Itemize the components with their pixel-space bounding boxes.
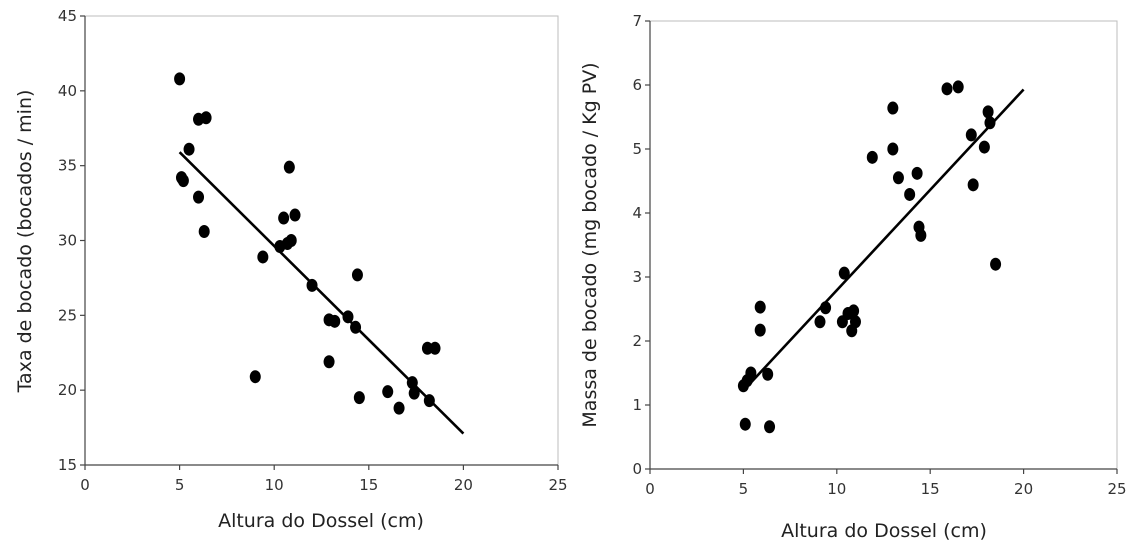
x-ticks-right: 0 5 10 15 20 25 (645, 469, 1127, 498)
y-ticks-right: 0 1 2 3 4 5 6 7 (632, 12, 650, 478)
data-point (892, 171, 904, 185)
data-point (848, 304, 860, 318)
data-point (329, 314, 341, 328)
x-tick-label: 10 (827, 480, 846, 498)
data-point (174, 72, 186, 86)
data-point (351, 268, 363, 282)
x-tick-label: 0 (80, 476, 90, 494)
x-tick-label: 15 (921, 480, 940, 498)
data-point (323, 355, 335, 369)
data-point (965, 128, 977, 142)
x-axis-title-right: Altura do Dossel (cm) (781, 520, 987, 542)
data-point (754, 300, 766, 314)
data-point (198, 225, 210, 239)
x-tick-label: 25 (548, 476, 567, 494)
y-tick-label: 45 (58, 7, 77, 25)
data-point (177, 174, 189, 188)
y-tick-label: 5 (632, 140, 642, 158)
data-point (990, 257, 1002, 271)
data-point (283, 160, 295, 174)
x-tick-label: 5 (739, 480, 749, 498)
data-point (866, 150, 878, 164)
x-tick-label: 20 (1014, 480, 1033, 498)
data-point (429, 341, 441, 355)
y-tick-label: 20 (58, 381, 77, 399)
data-point (915, 228, 927, 242)
y-tick-label: 15 (58, 456, 77, 474)
data-point (764, 420, 776, 434)
y-tick-label: 1 (632, 396, 642, 414)
x-tick-label: 25 (1107, 480, 1126, 498)
data-point (978, 140, 990, 154)
x-tick-label: 20 (454, 476, 473, 494)
data-point (408, 386, 420, 400)
y-tick-label: 30 (58, 232, 77, 250)
y-axis-title-left: Taxa de bocado (bocados / min) (14, 90, 36, 394)
data-point (249, 370, 261, 384)
y-tick-label: 35 (58, 157, 77, 175)
data-point (849, 315, 861, 329)
x-tick-label: 5 (175, 476, 185, 494)
fit-line (178, 151, 465, 435)
data-point (814, 315, 826, 329)
y-tick-label: 4 (632, 204, 642, 222)
data-point (911, 166, 923, 180)
y-tick-label: 6 (632, 76, 642, 94)
data-point (289, 208, 301, 222)
x-tick-label: 10 (265, 476, 284, 494)
data-point (984, 116, 996, 130)
x-ticks-left: 0 5 10 15 20 25 (80, 465, 568, 494)
data-point (952, 80, 964, 94)
y-ticks-left: 15 20 25 30 35 40 45 (58, 7, 85, 474)
chart-left: 15 20 25 30 35 40 45 0 5 10 15 20 25 Altura do Doss… (14, 7, 568, 532)
y-axis-title-right: Massa de bocado (mg bocado / Kg PV) (579, 62, 601, 427)
plot-frame-right (649, 20, 1118, 470)
marks-left (174, 72, 465, 435)
x-axis-title-left: Altura do Dossel (cm) (218, 510, 424, 532)
data-point (762, 367, 774, 381)
data-point (967, 178, 979, 192)
data-point (887, 101, 899, 115)
data-point (745, 366, 757, 380)
x-tick-label: 0 (645, 480, 655, 498)
y-tick-label: 2 (632, 332, 642, 350)
data-point (421, 341, 433, 355)
data-point (887, 142, 899, 156)
data-point (754, 323, 766, 337)
data-point (904, 187, 916, 201)
y-tick-label: 7 (632, 12, 642, 30)
marks-right (737, 80, 1025, 434)
fit-line (749, 88, 1025, 384)
y-tick-label: 0 (632, 460, 642, 478)
chart-right: 0 1 2 3 4 5 6 7 0 5 10 15 20 25 Altura do Dossel (cm… (579, 12, 1127, 542)
data-point (739, 417, 751, 431)
data-point (278, 211, 290, 225)
data-point (183, 142, 195, 156)
data-point (393, 401, 405, 415)
data-point (941, 82, 953, 96)
x-tick-label: 15 (359, 476, 378, 494)
data-point (838, 266, 850, 280)
data-point (200, 111, 212, 125)
plot-frame-left (84, 15, 559, 466)
data-point (193, 190, 205, 204)
data-point (982, 105, 994, 119)
data-point (257, 250, 269, 264)
y-tick-label: 40 (58, 82, 77, 100)
data-point (382, 385, 394, 399)
data-point (353, 391, 365, 405)
y-tick-label: 25 (58, 306, 77, 324)
data-point (285, 234, 297, 247)
y-tick-label: 3 (632, 268, 642, 286)
